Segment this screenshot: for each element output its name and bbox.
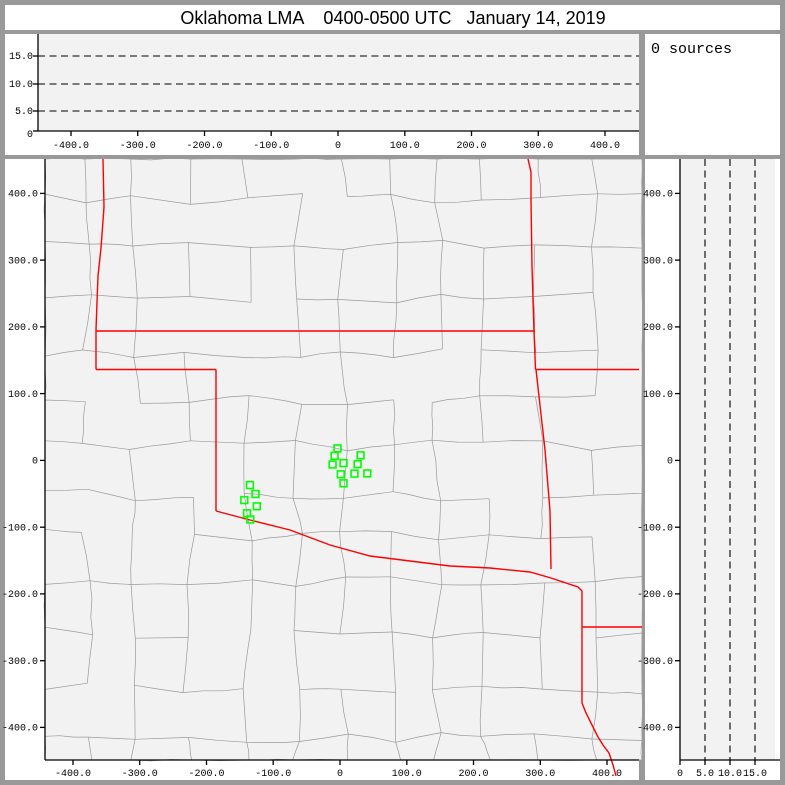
svg-text:0: 0 bbox=[677, 769, 683, 780]
svg-text:200.0: 200.0 bbox=[643, 323, 673, 334]
svg-text:-100.0: -100.0 bbox=[637, 524, 673, 535]
svg-text:-200.0: -200.0 bbox=[2, 590, 38, 601]
svg-text:-300.0: -300.0 bbox=[637, 657, 673, 668]
svg-text:300.0: 300.0 bbox=[523, 141, 553, 152]
svg-text:400.0: 400.0 bbox=[643, 190, 673, 201]
svg-text:-200.0: -200.0 bbox=[188, 769, 224, 780]
svg-text:0: 0 bbox=[27, 130, 33, 141]
svg-text:200.0: 200.0 bbox=[458, 769, 488, 780]
svg-text:0: 0 bbox=[667, 457, 673, 468]
svg-text:400.0: 400.0 bbox=[590, 141, 620, 152]
svg-text:100.0: 100.0 bbox=[8, 390, 38, 401]
svg-text:100.0: 100.0 bbox=[643, 390, 673, 401]
svg-text:-300.0: -300.0 bbox=[2, 657, 38, 668]
svg-text:200.0: 200.0 bbox=[456, 141, 486, 152]
svg-text:-100.0: -100.0 bbox=[255, 769, 291, 780]
svg-text:300.0: 300.0 bbox=[8, 256, 38, 267]
svg-text:Oklahoma LMA 0400-0500 UTC: Oklahoma LMA 0400-0500 UTC January 14, 2… bbox=[180, 8, 605, 28]
svg-text:-100.0: -100.0 bbox=[2, 524, 38, 535]
svg-text:-400.0: -400.0 bbox=[2, 724, 38, 735]
svg-text:100.0: 100.0 bbox=[392, 769, 422, 780]
svg-text:-300.0: -300.0 bbox=[122, 769, 158, 780]
svg-text:-100.0: -100.0 bbox=[253, 141, 289, 152]
svg-text:400.0: 400.0 bbox=[592, 769, 622, 780]
svg-text:300.0: 300.0 bbox=[643, 256, 673, 267]
svg-text:-300.0: -300.0 bbox=[120, 141, 156, 152]
svg-text:0: 0 bbox=[337, 769, 343, 780]
svg-text:10.0: 10.0 bbox=[9, 80, 33, 91]
svg-text:300.0: 300.0 bbox=[525, 769, 555, 780]
svg-text:5.0: 5.0 bbox=[15, 107, 33, 118]
svg-text:5.0: 5.0 bbox=[696, 769, 714, 780]
svg-text:-200.0: -200.0 bbox=[637, 590, 673, 601]
svg-text:200.0: 200.0 bbox=[8, 323, 38, 334]
svg-text:-400.0: -400.0 bbox=[637, 724, 673, 735]
svg-text:-400.0: -400.0 bbox=[55, 769, 91, 780]
svg-text:15.0: 15.0 bbox=[9, 52, 33, 63]
svg-text:0: 0 bbox=[32, 457, 38, 468]
svg-text:0: 0 bbox=[335, 141, 341, 152]
svg-text:100.0: 100.0 bbox=[390, 141, 420, 152]
svg-text:-200.0: -200.0 bbox=[186, 141, 222, 152]
svg-text:-400.0: -400.0 bbox=[53, 141, 89, 152]
svg-text:15.0: 15.0 bbox=[743, 769, 767, 780]
svg-text:0 sources: 0 sources bbox=[651, 41, 732, 58]
svg-text:10.0: 10.0 bbox=[718, 769, 742, 780]
svg-text:400.0: 400.0 bbox=[8, 190, 38, 201]
